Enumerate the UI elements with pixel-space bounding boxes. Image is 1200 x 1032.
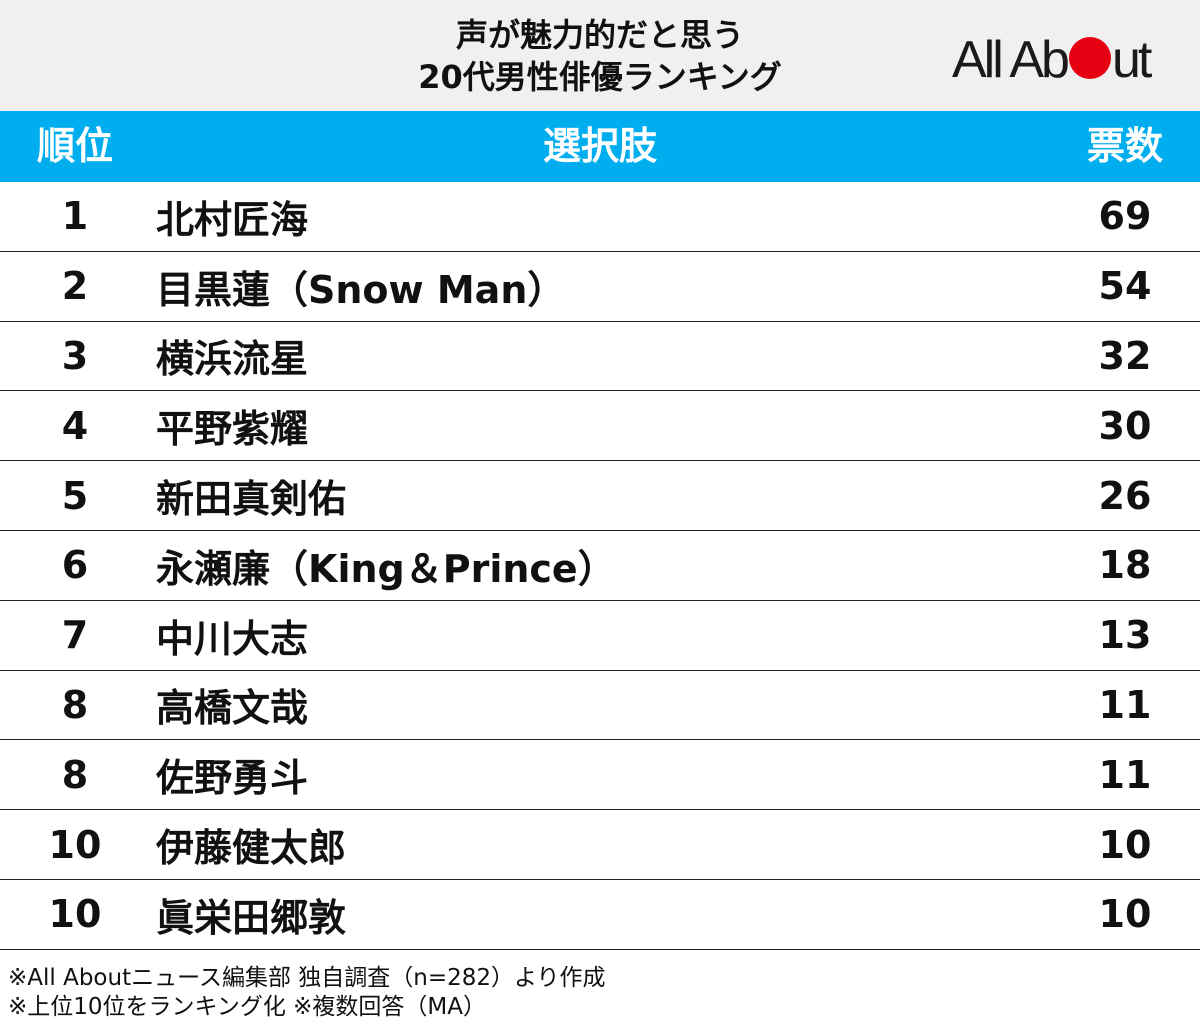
allabout-logo: All Ab ut: [952, 30, 1152, 90]
table-row: 4 平野紫耀 30: [0, 391, 1200, 462]
table-body: 1 北村匠海 69 2 目黒蓮（Snow Man） 54 3 横浜流星 32 4 平野紫耀 30 5 新田…: [0, 182, 1200, 950]
logo-red-dot-icon: [1068, 37, 1111, 79]
row-votes: 11: [1098, 682, 1152, 727]
row-name: 眞栄田郷敦: [156, 895, 347, 940]
row-votes: 18: [1098, 543, 1152, 588]
row-rank: 1: [61, 194, 89, 239]
title-bar: 声が魅力的だと思う 20代男性俳優ランキング All Ab ut: [0, 0, 1200, 111]
row-votes: 30: [1098, 403, 1152, 448]
row-votes: 10: [1098, 822, 1152, 867]
header-choice: 選択肢: [542, 124, 657, 168]
table-row: 7 中川大志 13: [0, 601, 1200, 671]
row-name: 中川大志: [156, 616, 309, 661]
logo-text-after: ut: [1111, 31, 1152, 89]
row-votes: 32: [1098, 333, 1152, 378]
table-row: 8 佐野勇斗 11: [0, 740, 1200, 811]
row-rank: 4: [61, 403, 89, 448]
table-header: 順位 選択肢 票数: [0, 111, 1200, 182]
row-name: 北村匠海: [156, 197, 309, 242]
row-rank: 2: [61, 264, 89, 309]
row-rank: 6: [61, 543, 89, 588]
row-rank: 8: [61, 682, 89, 727]
row-name: 平野紫耀: [156, 407, 309, 452]
row-votes: 69: [1098, 194, 1152, 239]
row-name: 永瀬廉（King＆Prince）: [156, 546, 616, 591]
table-row: 10 眞栄田郷敦 10: [0, 880, 1200, 950]
footnote-source: ※All Aboutニュース編集部 独自調査（n=282）より作成: [8, 965, 606, 991]
row-votes: 13: [1098, 613, 1152, 658]
table-row: 8 高橋文哉 11: [0, 671, 1200, 741]
row-rank: 10: [48, 892, 102, 937]
row-votes: 11: [1098, 752, 1152, 797]
row-votes: 26: [1098, 473, 1152, 518]
row-name: 横浜流星: [156, 337, 309, 382]
row-name: 新田真剣佑: [156, 477, 347, 522]
row-rank: 3: [61, 333, 89, 378]
footnote-method: ※上位10位をランキング化 ※複数回答（MA）: [8, 994, 487, 1020]
table-row: 10 伊藤健太郎 10: [0, 810, 1200, 880]
row-name: 目黒蓮（Snow Man）: [156, 267, 566, 312]
header-votes: 票数: [1086, 124, 1163, 168]
row-name: 高橋文哉: [156, 686, 309, 731]
table-row: 5 新田真剣佑 26: [0, 461, 1200, 531]
row-votes: 10: [1098, 892, 1152, 937]
table-row: 3 横浜流星 32: [0, 322, 1200, 392]
row-rank: 10: [48, 822, 102, 867]
table-row: 6 永瀬廉（King＆Prince） 18: [0, 531, 1200, 601]
footnotes: ※All Aboutニュース編集部 独自調査（n=282）より作成 ※上位10位…: [8, 964, 606, 1022]
chart-title-line2: 20代男性俳優ランキング: [418, 58, 782, 96]
row-rank: 5: [61, 473, 89, 518]
chart-title: 声が魅力的だと思う 20代男性俳優ランキング: [0, 14, 1200, 98]
row-votes: 54: [1098, 264, 1152, 309]
row-name: 佐野勇斗: [156, 756, 309, 801]
table-row: 1 北村匠海 69: [0, 182, 1200, 252]
chart-title-line1: 声が魅力的だと思う: [455, 16, 744, 54]
row-name: 伊藤健太郎: [156, 826, 347, 871]
row-rank: 7: [61, 613, 89, 658]
row-rank: 8: [61, 752, 89, 797]
table-row: 2 目黒蓮（Snow Man） 54: [0, 252, 1200, 322]
logo-text-before: All Ab: [952, 31, 1070, 89]
header-rank: 順位: [36, 124, 113, 168]
